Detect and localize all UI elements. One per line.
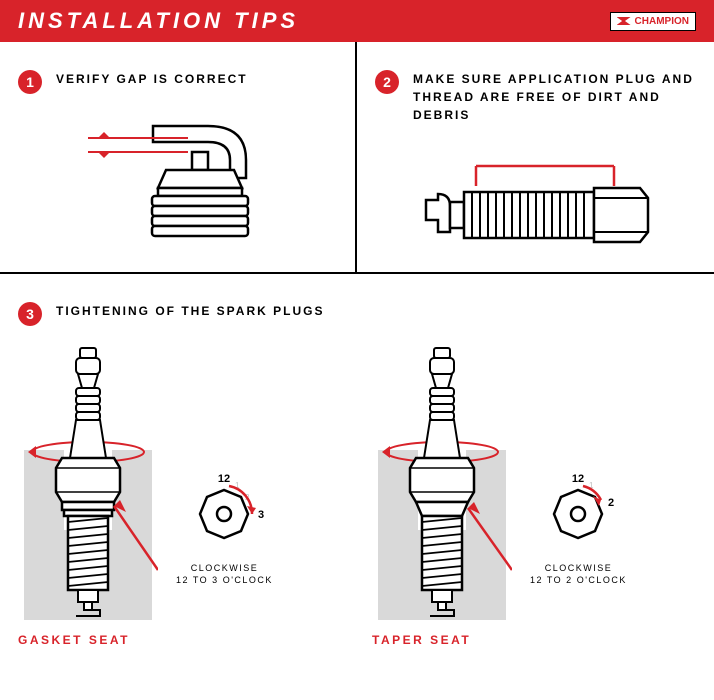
panel-step-3: 3 Tightening of the spark plugs [0,274,714,657]
header-title: INSTALLATION TIPS [18,8,299,34]
panel-step-1: 1 Verify gap is correct [0,42,357,272]
dial-top-num: 12 [218,473,230,485]
step-num-1: 1 [18,70,42,94]
dial-sub-gasket: CLOCKWISE 12 TO 3 O'CLOCK [176,562,273,587]
logo-bowtie-icon [617,17,631,25]
dial-taper-icon: 12 2 1 [533,466,623,556]
thread-diagram-icon [396,148,676,268]
plug-gasket-col: GASKET SEAT [18,340,158,647]
content: 1 Verify gap is correct [0,42,714,657]
svg-text:12: 12 [572,473,584,485]
step-num-3: 3 [18,302,42,326]
gasket-seat-label: GASKET SEAT [18,633,158,647]
plug-group-gasket: GASKET SEAT 12 3 1 2 CLOCKWISE [18,340,342,647]
dial-gasket-icon: 12 3 1 2 [179,466,269,556]
panel-step-2: 2 Make sure application plug and thread … [357,42,714,272]
step-head-2: 2 Make sure application plug and thread … [375,70,696,124]
spark-plug-taper-icon [372,340,512,620]
step-text-3: Tightening of the spark plugs [56,302,324,320]
dial-taper: 12 2 1 CLOCKWISE 12 TO 2 O'CLOCK [530,466,627,587]
dial-side-num: 3 [258,509,264,521]
svg-text:2: 2 [608,497,614,509]
step-num-2: 2 [375,70,399,94]
taper-seat-label: TAPER SEAT [372,633,512,647]
dial-sub-taper: CLOCKWISE 12 TO 2 O'CLOCK [530,562,627,587]
step-head-1: 1 Verify gap is correct [18,70,337,94]
step-text-1: Verify gap is correct [56,70,248,88]
header-bar: INSTALLATION TIPS CHAMPION [0,0,714,42]
step-text-2: Make sure application plug and thread ar… [413,70,696,124]
logo-text: CHAMPION [635,16,689,27]
brand-logo: CHAMPION [610,12,696,31]
plug-taper-col: TAPER SEAT [372,340,512,647]
top-row: 1 Verify gap is correct [0,42,714,274]
gap-diagram-icon [58,108,298,248]
dial-gasket: 12 3 1 2 CLOCKWISE 12 TO 3 O'CLOCK [176,466,273,587]
plug-row: GASKET SEAT 12 3 1 2 CLOCKWISE [18,340,696,647]
plug-group-taper: TAPER SEAT 12 2 1 CLOCKWISE 12 TO 2 O [372,340,696,647]
step-head-3: 3 Tightening of the spark plugs [18,302,696,326]
diagram-gap [18,108,337,248]
diagram-thread [375,138,696,278]
spark-plug-gasket-icon [18,340,158,620]
